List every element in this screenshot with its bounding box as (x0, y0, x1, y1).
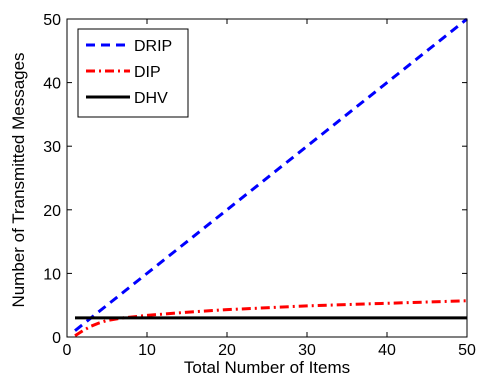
y-tick-label: 10 (43, 266, 61, 283)
y-axis-label: Number of Transmitted Messages (9, 52, 28, 307)
y-tick-label: 0 (52, 330, 61, 347)
y-tick-label: 30 (43, 139, 61, 156)
legend-box (77, 28, 189, 118)
x-tick-label: 20 (218, 342, 236, 359)
legend-label-dhv: DHV (134, 90, 168, 107)
x-tick-label: 0 (63, 342, 72, 359)
x-tick-label: 10 (138, 342, 156, 359)
legend-label-drip: DRIP (134, 38, 172, 55)
axes-frame (66, 18, 468, 338)
legend-label-dip: DIP (134, 64, 161, 81)
ticks-layer: 0 10 20 30 40 50 0 10 20 30 40 50 (43, 12, 476, 359)
x-tick-label: 40 (378, 342, 396, 359)
series-line-drip (74, 17, 468, 332)
x-axis-label: Total Number of Items (184, 358, 350, 377)
legend: DRIP DIP DHV (77, 28, 189, 118)
y-tick-label: 50 (43, 12, 61, 29)
axes-layer (66, 18, 468, 338)
series-layer (74, 17, 468, 337)
x-tick-label: 30 (298, 342, 316, 359)
y-tick-label: 20 (43, 203, 61, 220)
x-tick-label: 50 (458, 342, 476, 359)
y-tick-label: 40 (43, 76, 61, 93)
series-line-dip (74, 299, 468, 337)
